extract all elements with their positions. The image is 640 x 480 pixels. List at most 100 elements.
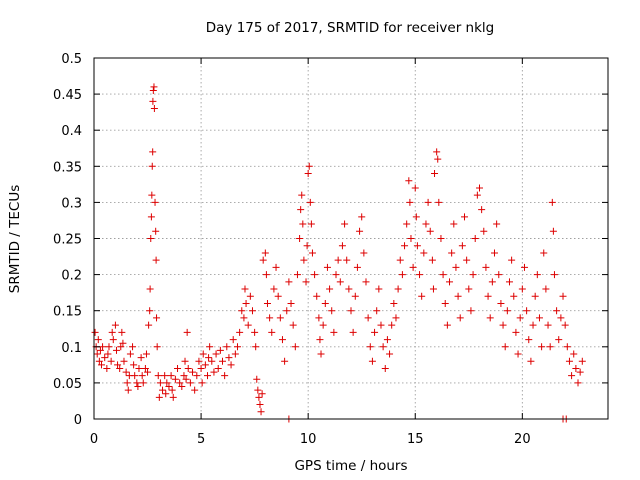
data-point bbox=[144, 368, 152, 376]
data-point bbox=[176, 379, 184, 387]
data-point bbox=[302, 278, 310, 286]
data-point bbox=[214, 364, 222, 372]
data-point bbox=[448, 249, 456, 257]
data-point bbox=[262, 271, 270, 279]
data-point bbox=[306, 198, 314, 206]
data-point bbox=[538, 343, 546, 351]
y-tick-label: 0.45 bbox=[53, 88, 82, 103]
data-point bbox=[146, 307, 154, 315]
y-tick-label: 0 bbox=[74, 413, 82, 428]
data-point bbox=[253, 375, 261, 383]
data-point bbox=[103, 364, 111, 372]
data-point bbox=[469, 271, 477, 279]
data-point bbox=[313, 292, 321, 300]
data-point bbox=[259, 256, 267, 264]
data-point bbox=[330, 328, 338, 336]
data-point bbox=[420, 249, 428, 257]
data-point bbox=[236, 328, 244, 336]
data-point bbox=[147, 213, 155, 221]
data-point bbox=[542, 285, 550, 293]
data-point bbox=[568, 372, 576, 380]
data-point bbox=[148, 162, 156, 170]
data-point bbox=[114, 361, 122, 369]
data-point bbox=[150, 83, 158, 91]
data-point bbox=[258, 390, 266, 398]
data-point bbox=[124, 386, 132, 394]
data-point bbox=[443, 321, 451, 329]
data-point bbox=[424, 198, 432, 206]
data-point bbox=[299, 220, 307, 228]
data-point bbox=[161, 372, 169, 380]
data-point bbox=[266, 314, 274, 322]
data-point bbox=[162, 390, 170, 398]
data-point bbox=[255, 393, 263, 401]
data-point bbox=[334, 256, 342, 264]
data-point bbox=[413, 242, 421, 250]
data-point bbox=[155, 393, 163, 401]
data-point bbox=[407, 235, 415, 242]
data-point bbox=[501, 343, 509, 351]
data-point bbox=[368, 357, 376, 365]
y-tick-label: 0.3 bbox=[61, 196, 82, 211]
data-point bbox=[305, 162, 313, 170]
data-point bbox=[458, 242, 466, 250]
data-point bbox=[169, 393, 177, 401]
data-point bbox=[401, 242, 409, 250]
data-point bbox=[223, 343, 231, 351]
y-tick-label: 0.05 bbox=[53, 377, 82, 392]
data-point bbox=[112, 346, 120, 354]
data-point bbox=[311, 271, 319, 279]
data-point bbox=[418, 292, 426, 300]
data-point bbox=[548, 198, 556, 206]
data-point bbox=[341, 220, 349, 228]
data-point bbox=[101, 354, 109, 362]
data-point bbox=[156, 379, 164, 387]
data-point bbox=[503, 307, 511, 315]
data-point bbox=[285, 278, 293, 286]
data-point bbox=[116, 364, 124, 372]
data-point bbox=[463, 256, 471, 264]
data-point bbox=[383, 336, 391, 344]
data-point bbox=[221, 372, 229, 380]
data-point bbox=[553, 307, 561, 315]
data-point bbox=[134, 383, 142, 391]
data-point bbox=[431, 170, 439, 178]
x-tick-label: 20 bbox=[514, 432, 531, 447]
data-point bbox=[304, 170, 312, 178]
data-point bbox=[450, 220, 458, 228]
y-tick-label: 0.2 bbox=[61, 269, 82, 284]
x-tick-labels: 0 5 10 15 20 bbox=[90, 432, 531, 447]
data-point bbox=[97, 361, 105, 369]
data-point bbox=[163, 379, 171, 387]
data-point bbox=[151, 198, 159, 206]
data-point bbox=[574, 379, 582, 387]
data-point bbox=[171, 375, 179, 383]
data-point bbox=[465, 285, 473, 293]
data-point bbox=[422, 220, 430, 228]
data-point bbox=[377, 321, 385, 329]
data-point bbox=[527, 357, 535, 365]
data-point bbox=[570, 350, 578, 358]
data-point bbox=[375, 285, 383, 293]
data-point bbox=[364, 314, 372, 322]
data-point bbox=[153, 314, 161, 322]
data-point bbox=[152, 256, 160, 264]
data-point bbox=[435, 198, 443, 206]
data-point bbox=[122, 368, 130, 376]
data-point bbox=[540, 249, 548, 257]
data-point bbox=[287, 299, 295, 307]
data-point bbox=[486, 314, 494, 322]
data-point bbox=[201, 361, 209, 369]
data-point bbox=[149, 97, 157, 105]
data-point bbox=[366, 343, 374, 351]
data-point bbox=[452, 263, 460, 271]
x-tick-label: 10 bbox=[300, 432, 317, 447]
data-point bbox=[227, 361, 235, 369]
data-point bbox=[482, 263, 490, 271]
data-point bbox=[473, 191, 481, 199]
data-point bbox=[205, 354, 213, 362]
data-point bbox=[398, 271, 406, 279]
data-point bbox=[268, 328, 276, 336]
data-point bbox=[276, 314, 284, 322]
data-point bbox=[111, 321, 119, 329]
